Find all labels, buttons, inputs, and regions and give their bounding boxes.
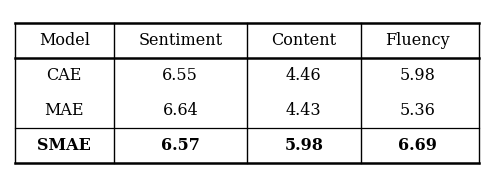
Text: 5.98: 5.98 (285, 137, 323, 154)
Text: 6.57: 6.57 (161, 137, 200, 154)
Text: 6.64: 6.64 (163, 102, 198, 119)
Text: Sentiment: Sentiment (138, 32, 222, 49)
Text: Content: Content (271, 32, 336, 49)
Text: 5.36: 5.36 (400, 102, 435, 119)
Text: Fluency: Fluency (385, 32, 450, 49)
Text: 5.98: 5.98 (400, 67, 435, 84)
Text: 6.55: 6.55 (163, 67, 198, 84)
Text: Model: Model (39, 32, 90, 49)
Text: MAE: MAE (44, 102, 84, 119)
Text: 4.43: 4.43 (286, 102, 322, 119)
Text: 4.46: 4.46 (286, 67, 322, 84)
Text: 6.69: 6.69 (398, 137, 437, 154)
Text: SMAE: SMAE (37, 137, 91, 154)
Text: CAE: CAE (46, 67, 82, 84)
